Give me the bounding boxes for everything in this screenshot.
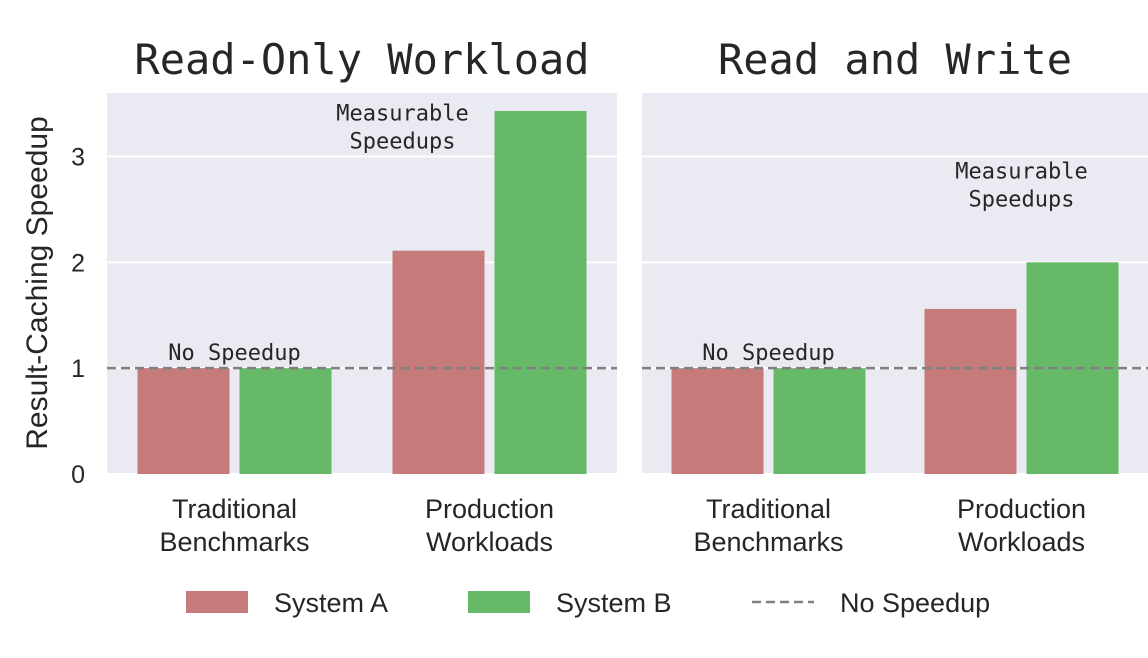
- x-tick-label: Production: [957, 494, 1086, 524]
- bar-system-b: [773, 368, 866, 474]
- bar-system-a: [671, 368, 764, 474]
- legend-swatch: [186, 591, 248, 613]
- panel-title: Read and Write: [718, 35, 1072, 84]
- x-tick-label: Benchmarks: [693, 527, 843, 557]
- y-axis-label: Result-Caching Speedup: [21, 116, 54, 450]
- bar-system-a: [392, 250, 485, 474]
- y-tick-label: 0: [71, 461, 85, 489]
- x-tick-label: Traditional: [172, 494, 297, 524]
- x-tick-label: Workloads: [958, 527, 1085, 557]
- legend-label: No Speedup: [840, 588, 990, 618]
- y-tick-label: 1: [71, 355, 85, 383]
- x-tick-label: Workloads: [426, 527, 553, 557]
- bar-system-a: [924, 308, 1017, 474]
- y-tick-label: 2: [71, 249, 85, 277]
- y-tick-label: 3: [71, 144, 85, 172]
- panel-title: Read-Only Workload: [134, 35, 589, 84]
- annotation: Measurable: [955, 160, 1087, 185]
- annotation: Speedups: [969, 188, 1075, 213]
- bar-system-b: [494, 110, 587, 474]
- bar-system-b: [239, 368, 332, 474]
- legend-swatch: [468, 591, 530, 613]
- x-tick-label: Benchmarks: [159, 527, 309, 557]
- annotation: Speedups: [350, 130, 456, 155]
- annotation: No Speedup: [168, 341, 300, 366]
- legend-label: System B: [556, 588, 672, 618]
- x-tick-label: Traditional: [706, 494, 831, 524]
- annotation: No Speedup: [702, 341, 834, 366]
- x-tick-label: Production: [425, 494, 554, 524]
- annotation: Measurable: [336, 102, 468, 127]
- legend-label: System A: [274, 588, 388, 618]
- bar-system-a: [137, 368, 230, 474]
